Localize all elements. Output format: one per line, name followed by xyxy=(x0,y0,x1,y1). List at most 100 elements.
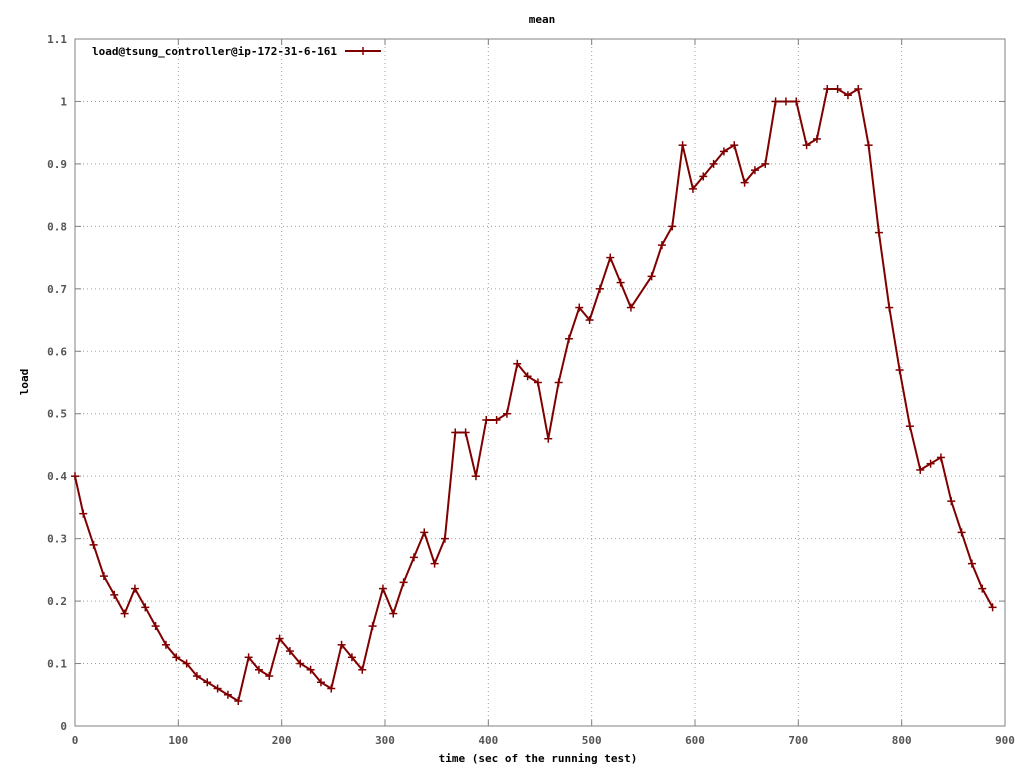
legend-marker xyxy=(359,47,367,55)
data-point xyxy=(740,178,749,187)
data-point xyxy=(327,684,336,693)
data-point xyxy=(771,97,780,106)
y-tick-label: 0 xyxy=(60,720,67,733)
x-tick-label: 0 xyxy=(72,734,79,747)
data-point xyxy=(523,372,532,381)
data-point xyxy=(151,622,160,631)
data-point xyxy=(874,228,883,237)
data-point xyxy=(812,134,821,143)
x-tick-labels: 0 100 200 300 400 500 600 700 800 900 xyxy=(72,734,1015,747)
data-point xyxy=(482,415,491,424)
data-point xyxy=(420,528,429,537)
data-point xyxy=(761,159,770,168)
data-point xyxy=(533,378,542,387)
data-point xyxy=(285,647,294,656)
data-point xyxy=(110,590,119,599)
data-point xyxy=(296,659,305,668)
data-point xyxy=(513,359,522,368)
data-point xyxy=(854,84,863,93)
x-tick-label: 700 xyxy=(788,734,808,747)
data-point xyxy=(575,303,584,312)
chart-title: mean xyxy=(529,13,556,26)
data-point xyxy=(885,303,894,312)
data-point xyxy=(192,672,201,681)
x-tick-label: 400 xyxy=(478,734,498,747)
y-axis-title: load xyxy=(18,369,31,396)
data-point xyxy=(265,672,274,681)
data-point xyxy=(172,653,181,662)
data-point xyxy=(967,559,976,568)
data-point xyxy=(792,97,801,106)
data-point xyxy=(544,434,553,443)
data-point xyxy=(936,453,945,462)
data-point xyxy=(688,184,697,193)
y-tick-label: 0.1 xyxy=(47,658,67,671)
data-point xyxy=(378,584,387,593)
data-point xyxy=(616,278,625,287)
data-point xyxy=(244,653,253,662)
x-tick-label: 300 xyxy=(375,734,395,747)
legend: load@tsung_controller@ip-172-31-6-161 xyxy=(92,45,381,58)
data-point xyxy=(99,572,108,581)
data-point xyxy=(182,659,191,668)
data-point xyxy=(926,459,935,468)
data-point xyxy=(947,497,956,506)
grid-lines xyxy=(75,39,1005,726)
data-point xyxy=(750,166,759,175)
data-point xyxy=(647,272,656,281)
y-tick-label: 1.1 xyxy=(47,33,67,46)
y-tick-label: 0.4 xyxy=(47,470,67,483)
data-point xyxy=(978,584,987,593)
data-point xyxy=(203,678,212,687)
data-point xyxy=(471,472,480,481)
data-point xyxy=(595,284,604,293)
data-point xyxy=(234,697,243,706)
x-tick-label: 900 xyxy=(995,734,1015,747)
data-point xyxy=(399,578,408,587)
y-tick-label: 0.7 xyxy=(47,283,67,296)
data-point xyxy=(223,690,232,699)
x-tick-label: 600 xyxy=(685,734,705,747)
data-point xyxy=(564,334,573,343)
data-point xyxy=(389,609,398,618)
data-point xyxy=(957,528,966,537)
data-point xyxy=(895,366,904,375)
x-tick-label: 200 xyxy=(272,734,292,747)
data-point xyxy=(120,609,129,618)
data-point xyxy=(585,316,594,325)
data-point xyxy=(89,540,98,549)
data-point xyxy=(864,141,873,150)
series-line xyxy=(74,88,994,702)
data-point xyxy=(492,415,501,424)
data-point xyxy=(626,303,635,312)
data-point xyxy=(781,97,790,106)
data-point xyxy=(709,159,718,168)
y-tick-label: 0.8 xyxy=(47,220,67,233)
data-point xyxy=(409,553,418,562)
data-point xyxy=(368,622,377,631)
data-point xyxy=(678,141,687,150)
plot-frame xyxy=(74,38,1006,727)
data-point xyxy=(843,91,852,100)
x-tick-label: 100 xyxy=(168,734,188,747)
data-point xyxy=(430,559,439,568)
data-point xyxy=(502,409,511,418)
data-point xyxy=(823,84,832,93)
y-tick-label: 1 xyxy=(60,95,67,108)
data-point xyxy=(554,378,563,387)
data-point xyxy=(802,141,811,150)
data-point xyxy=(306,665,315,674)
data-point xyxy=(347,653,356,662)
data-point xyxy=(79,509,88,518)
y-tick-label: 0.6 xyxy=(47,345,67,358)
y-tick-label: 0.2 xyxy=(47,595,67,608)
data-point xyxy=(254,665,263,674)
data-point xyxy=(988,603,997,612)
y-tick-label: 0.5 xyxy=(47,408,67,421)
data-point xyxy=(141,603,150,612)
data-point xyxy=(699,172,708,181)
data-point xyxy=(905,422,914,431)
legend-label: load@tsung_controller@ip-172-31-6-161 xyxy=(92,45,337,58)
series-group xyxy=(71,84,997,706)
